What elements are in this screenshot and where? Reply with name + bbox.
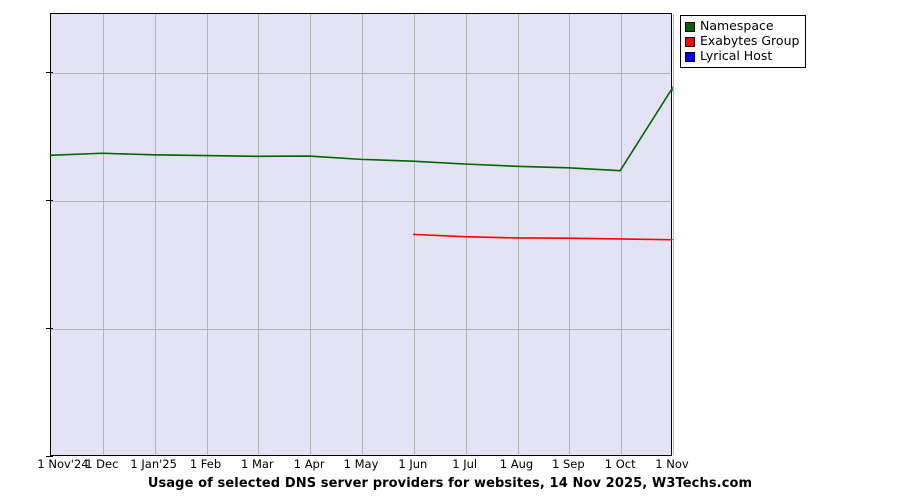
legend-label-lyrical-host: Lyrical Host bbox=[700, 48, 773, 64]
gridline-vertical bbox=[102, 14, 104, 455]
x-tick-label: 1 Aug bbox=[499, 457, 534, 471]
x-tick-label: 1 Nov'24 bbox=[37, 457, 89, 471]
legend-swatch-lyrical-host bbox=[685, 51, 695, 62]
gridline-vertical bbox=[362, 14, 363, 455]
gridline-vertical bbox=[465, 14, 467, 455]
gridline-vertical bbox=[413, 14, 415, 455]
legend-swatch-namespace bbox=[685, 21, 695, 32]
x-tick-label: 1 May bbox=[343, 457, 379, 471]
legend-label-exabytes-group: Exabytes Group bbox=[700, 33, 800, 49]
gridline-vertical bbox=[673, 14, 674, 455]
x-tick-label: 1 Sep bbox=[552, 457, 585, 471]
legend-item-exabytes-group: Exabytes Group bbox=[685, 34, 799, 49]
gridline-horizontal bbox=[51, 201, 671, 203]
gridline-horizontal bbox=[51, 73, 671, 75]
x-tick-label: 1 Jul bbox=[452, 457, 478, 471]
x-tick-label: 1 Jun bbox=[398, 457, 428, 471]
plot-area bbox=[50, 13, 674, 456]
gridline-vertical bbox=[154, 14, 156, 455]
gridline-horizontal bbox=[51, 329, 671, 331]
x-tick-label: 1 Apr bbox=[293, 457, 325, 471]
gridline-vertical bbox=[621, 14, 623, 455]
legend-item-namespace: Namespace bbox=[685, 19, 799, 34]
legend-swatch-exabytes-group bbox=[685, 36, 695, 47]
gridline-vertical bbox=[310, 14, 312, 455]
x-tick-label: 1 Dec bbox=[85, 457, 119, 471]
x-tick-label: 1 Jan'25 bbox=[130, 457, 177, 471]
gridline-vertical bbox=[258, 14, 260, 455]
legend-label-namespace: Namespace bbox=[700, 18, 774, 34]
x-tick-label: 1 Oct bbox=[604, 457, 636, 471]
y-tick-mark bbox=[46, 456, 53, 457]
gridline-vertical bbox=[569, 14, 571, 455]
x-tick-label: 1 Feb bbox=[189, 457, 222, 471]
y-tick-mark bbox=[46, 328, 53, 330]
gridline-vertical bbox=[517, 14, 519, 455]
gridline-vertical bbox=[206, 14, 208, 455]
y-tick-mark bbox=[46, 72, 53, 74]
legend-item-lyrical-host: Lyrical Host bbox=[685, 49, 799, 64]
x-tick-label: 1 Mar bbox=[240, 457, 274, 471]
chart-legend: Namespace Exabytes Group Lyrical Host bbox=[680, 15, 807, 68]
chart-caption: Usage of selected DNS server providers f… bbox=[147, 476, 753, 491]
x-tick-label: 1 Nov bbox=[655, 457, 689, 471]
y-tick-mark bbox=[46, 200, 53, 202]
